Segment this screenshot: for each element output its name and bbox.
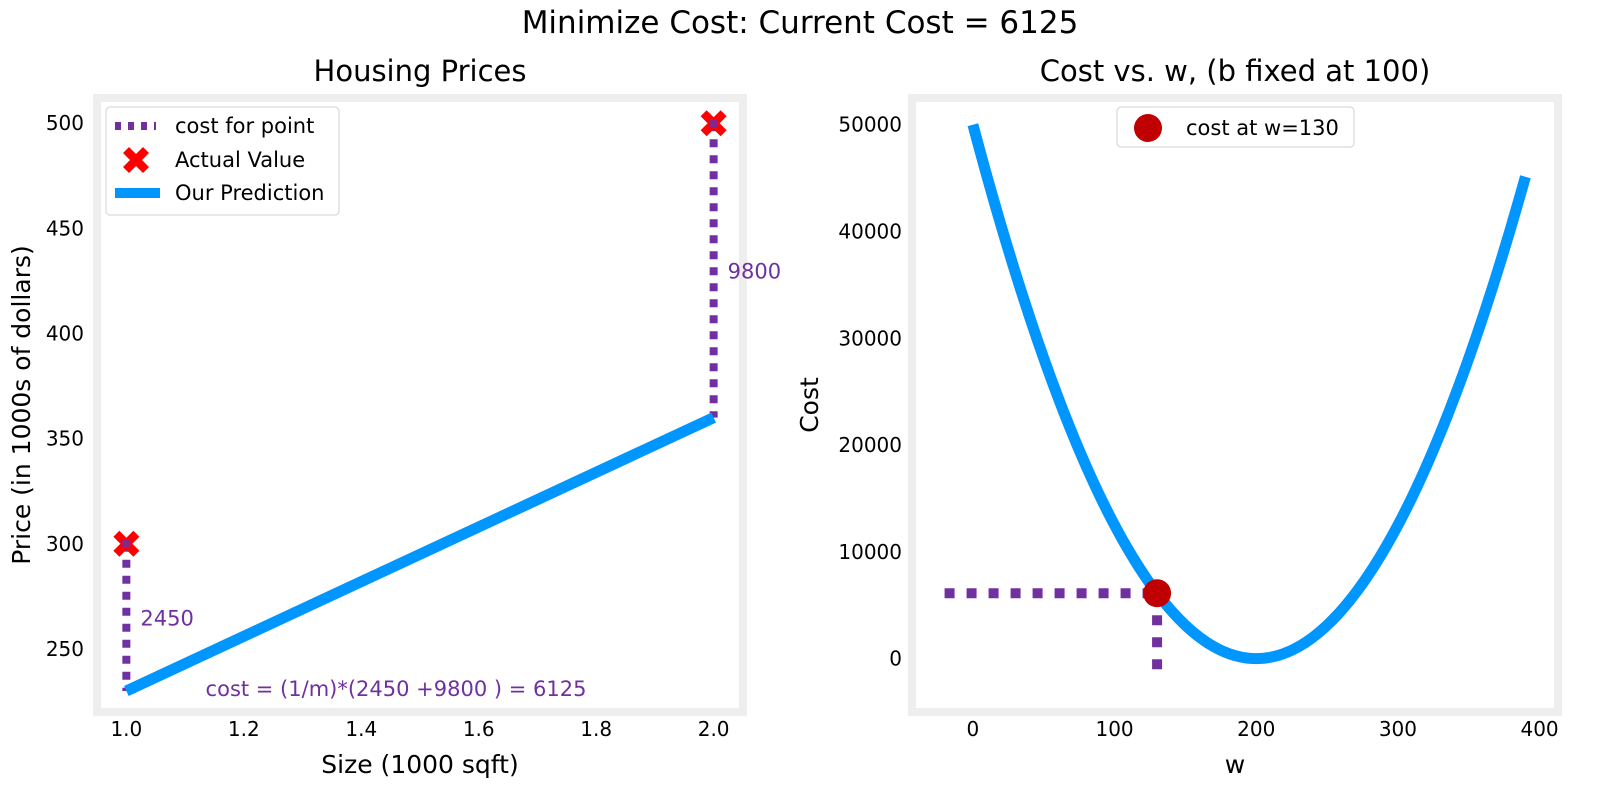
left-y-tick-label: 300 <box>46 532 84 556</box>
right-y-tick-label: 40000 <box>838 219 902 243</box>
legend-cost-at-w-swatch <box>1134 114 1162 142</box>
right-x-axis-label: w <box>1225 750 1245 779</box>
legend-cost-for-point-label: cost for point <box>175 114 314 138</box>
left-x-tick-label: 1.4 <box>345 717 377 741</box>
legend-our-prediction-label: Our Prediction <box>175 181 324 205</box>
left-x-tick-label: 2.0 <box>698 717 730 741</box>
right-y-axis-label: Cost <box>795 377 824 433</box>
actual-value-marker <box>113 530 140 557</box>
right-y-tick-label: 20000 <box>838 433 902 457</box>
right-y-tick-label: 0 <box>889 647 902 671</box>
left-chart-title: Housing Prices <box>314 54 527 88</box>
cost-segment-label: 2450 <box>140 606 193 630</box>
right-y-tick-label: 10000 <box>838 540 902 564</box>
actual-value-marker <box>700 110 727 137</box>
legend-cost-at-w-label: cost at w=130 <box>1186 116 1339 140</box>
current-cost-point <box>1143 579 1172 608</box>
left-x-tick-label: 1.6 <box>463 717 495 741</box>
cost-segment-label: 9800 <box>728 259 781 283</box>
left-legend: cost for point Actual Value Our Predicti… <box>105 106 340 216</box>
cost-curve <box>967 123 1531 665</box>
left-legend-box <box>105 106 340 216</box>
legend-actual-value-label: Actual Value <box>175 148 305 172</box>
right-plot-frame <box>908 94 1562 716</box>
cost-vs-w-chart: Cost vs. w, (b fixed at 100) w Cost 0 100… <box>795 54 1562 779</box>
left-x-ticks: 1.0 1.2 1.4 1.6 1.8 2.0 <box>110 717 729 741</box>
left-x-tick-label: 1.8 <box>580 717 612 741</box>
left-x-tick-label: 1.2 <box>228 717 260 741</box>
prediction-line <box>124 412 716 696</box>
right-legend-box <box>1116 106 1355 148</box>
left-x-axis-label: Size (1000 sqft) <box>321 750 518 779</box>
right-marks <box>944 123 1531 680</box>
left-x-tick-label: 1.0 <box>110 717 142 741</box>
left-y-tick-label: 400 <box>46 322 84 346</box>
actual-value-overlap-dot <box>709 119 718 128</box>
actual-value-overlap-dot <box>122 539 131 548</box>
left-y-tick-label: 350 <box>46 427 84 451</box>
right-x-tick-label: 100 <box>1095 717 1133 741</box>
right-x-ticks: 0 100 200 300 400 <box>967 717 1559 741</box>
right-y-ticks: 0 10000 20000 30000 40000 50000 <box>838 113 902 671</box>
legend-actual-value-swatch <box>123 147 149 173</box>
right-y-tick-label: 30000 <box>838 326 902 350</box>
cost-annotation: cost = (1/m)*(2450 +9800 ) = 6125 <box>206 677 587 701</box>
right-y-tick-label: 50000 <box>838 113 902 137</box>
right-legend: cost at w=130 <box>1116 106 1355 148</box>
left-y-ticks: 250 300 350 400 450 500 <box>46 111 84 661</box>
right-x-tick-label: 300 <box>1379 717 1417 741</box>
left-y-tick-label: 450 <box>46 216 84 240</box>
housing-prices-chart: Housing Prices Size (1000 sqft) Price (i… <box>7 54 781 779</box>
left-y-tick-label: 250 <box>46 637 84 661</box>
left-plot-frame <box>93 94 747 716</box>
left-y-tick-label: 500 <box>46 111 84 135</box>
right-chart-title: Cost vs. w, (b fixed at 100) <box>1040 54 1431 88</box>
right-x-tick-label: 200 <box>1237 717 1275 741</box>
right-x-tick-label: 0 <box>967 717 980 741</box>
figure-suptitle: Minimize Cost: Current Cost = 6125 <box>522 5 1079 41</box>
right-x-tick-label: 400 <box>1520 717 1558 741</box>
left-y-axis-label: Price (in 1000s of dollars) <box>7 245 36 565</box>
left-marks: 2450 9800 <box>113 110 781 696</box>
